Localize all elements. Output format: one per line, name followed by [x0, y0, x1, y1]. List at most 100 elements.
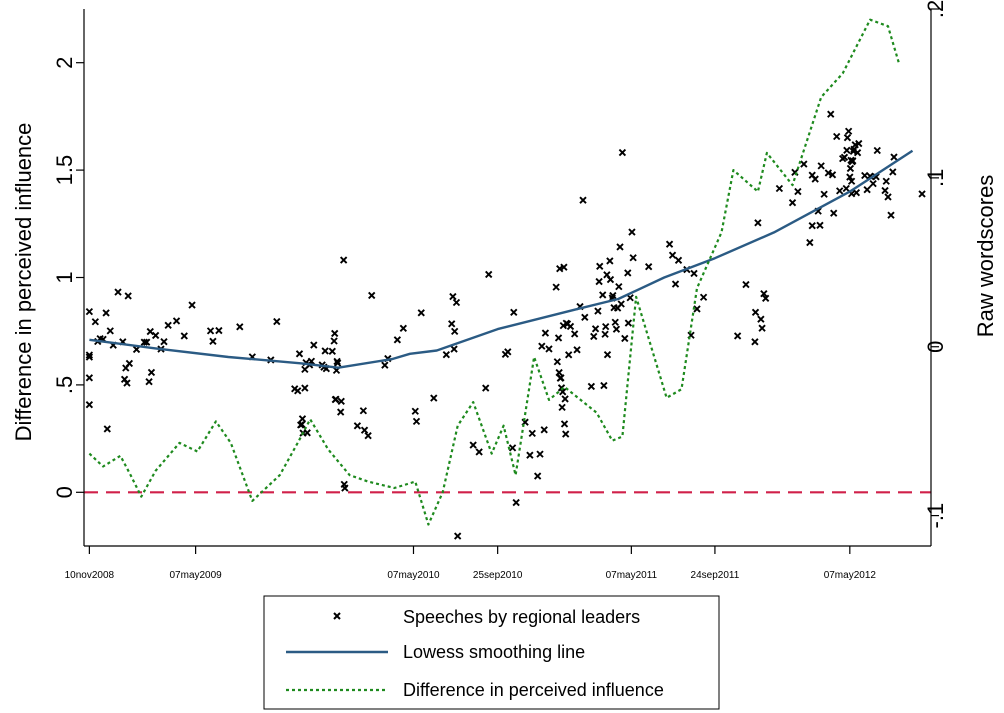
scatter-point [538, 342, 546, 350]
scatter-point [559, 388, 567, 396]
scatter-point [674, 256, 683, 264]
scatter-point [147, 368, 156, 377]
scatter-point-stroke-b [881, 186, 889, 195]
scatter-point-stroke-b [298, 415, 307, 423]
scatter-point-stroke-b [273, 317, 281, 326]
scatter-point [339, 256, 348, 264]
scatter-point [536, 450, 544, 458]
scatter-point [615, 282, 623, 291]
scatter-point-stroke-b [581, 313, 589, 322]
scatter-point-stroke-b [844, 127, 853, 135]
scatter-point-stroke-b [310, 341, 318, 349]
scatter-point-stroke-b [566, 322, 575, 331]
legend: Speeches by regional leaders Lowess smoo… [263, 595, 720, 710]
scatter-point-stroke-b [452, 298, 461, 307]
scatter-point [668, 251, 677, 259]
scatter-point [145, 378, 153, 386]
scatter-point-stroke-b [341, 484, 349, 492]
scatter-point-stroke-b [889, 168, 897, 176]
scatter-point-stroke-b [209, 337, 217, 346]
scatter-point-stroke-b [556, 265, 564, 273]
right-tick-label: .1 [923, 169, 948, 187]
scatter-point [482, 384, 490, 392]
scatter-point-stroke-b [512, 498, 520, 507]
scatter-point-stroke-b [621, 334, 629, 343]
scatter-point-stroke-b [562, 430, 570, 438]
scatter-point-stroke-b [114, 288, 122, 296]
scatter-point-stroke-b [814, 207, 822, 215]
scatter-point [840, 153, 849, 161]
scatter-point-stroke-b [758, 324, 766, 332]
scatter-point [236, 323, 244, 331]
scatter-point-stroke-b [751, 338, 759, 346]
scatter-point [85, 374, 94, 382]
scatter-point-stroke-b [847, 190, 856, 198]
scatter-point [794, 187, 802, 196]
scatter-point-stroke-b [573, 346, 581, 354]
scatter-point [360, 426, 369, 434]
scatter-point [733, 332, 742, 340]
scatter-point-stroke-b [600, 381, 608, 390]
scatter-point [298, 415, 307, 423]
scatter-point [552, 283, 560, 291]
scatter-point [849, 157, 857, 165]
scatter-point-stroke-b [884, 193, 892, 201]
scatter-point-stroke-b [236, 323, 244, 331]
scatter-point [368, 291, 376, 300]
scatter-point [609, 291, 617, 300]
scatter-point-stroke-b [882, 177, 890, 185]
scatter-point-stroke-b [85, 353, 94, 361]
scatter-point [485, 270, 493, 279]
scatter-point [884, 193, 892, 201]
scatter-point [816, 221, 824, 229]
scatter-point-stroke-b [91, 318, 100, 326]
scatter-point-stroke-b [140, 338, 148, 346]
scatter-point-stroke-b [615, 282, 623, 291]
scatter-point [761, 294, 770, 302]
scatter-point [359, 407, 368, 415]
scatter-point-stroke-b [485, 270, 493, 279]
scatter-point [846, 164, 855, 173]
scatter-point-stroke-b [103, 425, 111, 433]
scatter-point [600, 381, 608, 390]
scatter-point-stroke-b [123, 379, 131, 387]
scatter-point-stroke-b [594, 307, 602, 315]
scatter-point [540, 426, 548, 434]
scatter-point-stroke-b [849, 157, 857, 165]
scatter-point-stroke-b [321, 347, 329, 355]
scatter-point-stroke-b [606, 275, 615, 284]
scatter-point-stroke-b [448, 320, 456, 328]
scatter-point-stroke-b [412, 417, 421, 426]
scatter-point-stroke-b [693, 305, 701, 313]
scatter-point-stroke-b [579, 196, 587, 204]
y-axis-title-right: Raw wordscores [973, 175, 998, 338]
scatter-point [273, 317, 281, 326]
scatter-point-stroke-b [824, 169, 833, 177]
scatter-point-stroke-b [757, 315, 765, 323]
scatter-point-stroke-b [816, 221, 824, 229]
scatter-point [450, 345, 458, 353]
scatter-point [114, 288, 122, 296]
scatter-point-stroke-b [555, 368, 563, 377]
scatter-point [91, 318, 100, 326]
chart-marks [85, 18, 926, 540]
x-tick-label: 07may2011 [606, 570, 658, 581]
scatter-point [298, 420, 306, 429]
scatter-point [528, 429, 536, 438]
scatter-point [836, 187, 844, 195]
scatter-point [806, 238, 814, 247]
scatter-point [310, 341, 318, 349]
scatter-point-stroke-b [528, 429, 536, 438]
scatter-point [353, 422, 362, 430]
scatter-point [411, 407, 419, 415]
scatter-point-stroke-b [334, 359, 342, 367]
scatter-point [852, 189, 861, 197]
scatter-point [160, 337, 168, 346]
scatter-point [526, 451, 534, 459]
scatter-point [565, 351, 573, 359]
scatter-point-stroke-b [560, 420, 569, 428]
scatter-point [881, 186, 889, 195]
scatter-point [833, 132, 841, 141]
scatter-point-stroke-b [411, 407, 419, 415]
scatter-point-stroke-b [146, 327, 154, 336]
